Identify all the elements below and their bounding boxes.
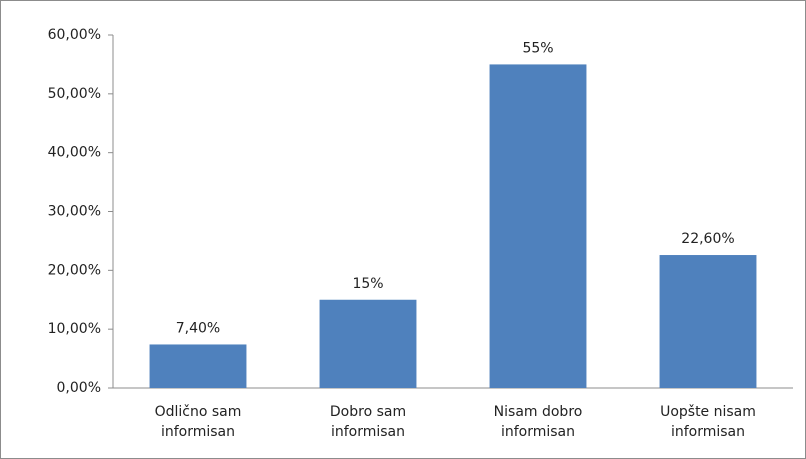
bar [149, 344, 247, 388]
y-tick-label: 0,00% [57, 380, 101, 396]
x-tick-label: Odlično sam informisan [154, 404, 242, 440]
data-label: 15% [352, 276, 383, 292]
bar [659, 255, 757, 388]
y-tick-label: 30,00% [48, 204, 101, 220]
x-tick-label: Uopšte nisam informisan [660, 404, 756, 440]
y-tick-label: 20,00% [48, 262, 101, 278]
y-tick-label: 10,00% [48, 321, 101, 337]
y-tick-label: 60,00% [48, 27, 101, 43]
bar [489, 64, 587, 388]
data-label: 55% [522, 40, 553, 56]
x-tick-label: Dobro sam informisan [329, 404, 407, 440]
data-label: 7,40% [176, 320, 220, 336]
bar [319, 299, 417, 388]
y-tick-label: 40,00% [48, 145, 101, 161]
data-label: 22,60% [681, 231, 734, 247]
x-tick-label: Nisam dobro informisan [493, 404, 583, 440]
y-tick-label: 50,00% [48, 86, 101, 102]
